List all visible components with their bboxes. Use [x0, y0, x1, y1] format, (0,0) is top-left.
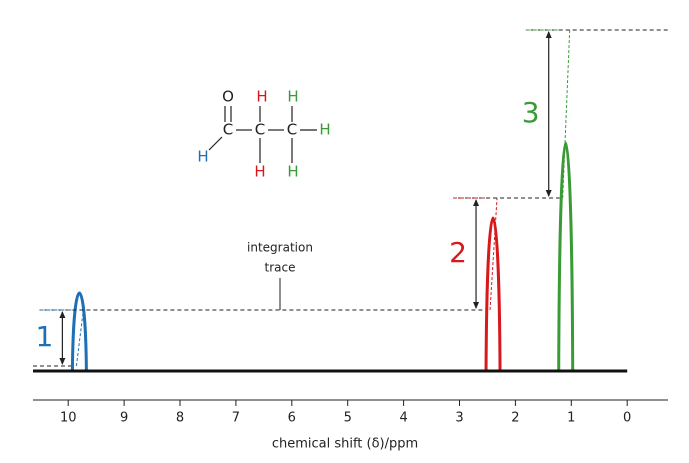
peak — [484, 216, 502, 372]
integration-step — [562, 29, 571, 199]
arrow-head — [59, 358, 66, 365]
x-tick-label: 3 — [455, 411, 463, 426]
atom-label: H — [287, 163, 298, 181]
atom-label: H — [256, 88, 267, 106]
x-tick-label: 0 — [623, 411, 631, 426]
atom-label: C — [255, 121, 265, 139]
x-tick-label: 8 — [176, 411, 184, 426]
x-tick-label: 6 — [288, 411, 296, 426]
integration-step — [75, 309, 84, 367]
x-tick-label: 4 — [399, 411, 407, 426]
arrow-head — [473, 302, 480, 309]
x-tick-label: 9 — [120, 411, 128, 426]
atom-label: C — [287, 121, 297, 139]
atom-label: O — [222, 88, 234, 106]
x-tick-label: 1 — [567, 411, 575, 426]
x-tick-label: 5 — [344, 411, 352, 426]
annotation: trace — [265, 261, 296, 275]
atom-label: C — [223, 121, 233, 139]
arrow-head — [545, 31, 552, 38]
bonds — [208, 106, 317, 163]
arrow-head — [545, 190, 552, 197]
annotation: integration — [247, 241, 313, 255]
x-tick-label: 7 — [232, 411, 240, 426]
atom-label: H — [287, 88, 298, 106]
peak — [70, 291, 88, 372]
integration-label: 3 — [522, 96, 540, 129]
integration-label: 1 — [35, 320, 53, 353]
atom-label: H — [319, 121, 330, 139]
atom-label: H — [197, 148, 208, 166]
atom-label: H — [254, 163, 265, 181]
x-tick-label: 2 — [511, 411, 519, 426]
peak — [557, 141, 575, 372]
x-axis-label: chemical shift (δ)/ppm — [272, 437, 418, 452]
x-tick-label: 10 — [60, 411, 77, 426]
arrow-head — [59, 311, 66, 318]
arrow-head — [473, 199, 480, 206]
integration-label: 2 — [449, 236, 467, 269]
integration-step — [489, 197, 498, 311]
